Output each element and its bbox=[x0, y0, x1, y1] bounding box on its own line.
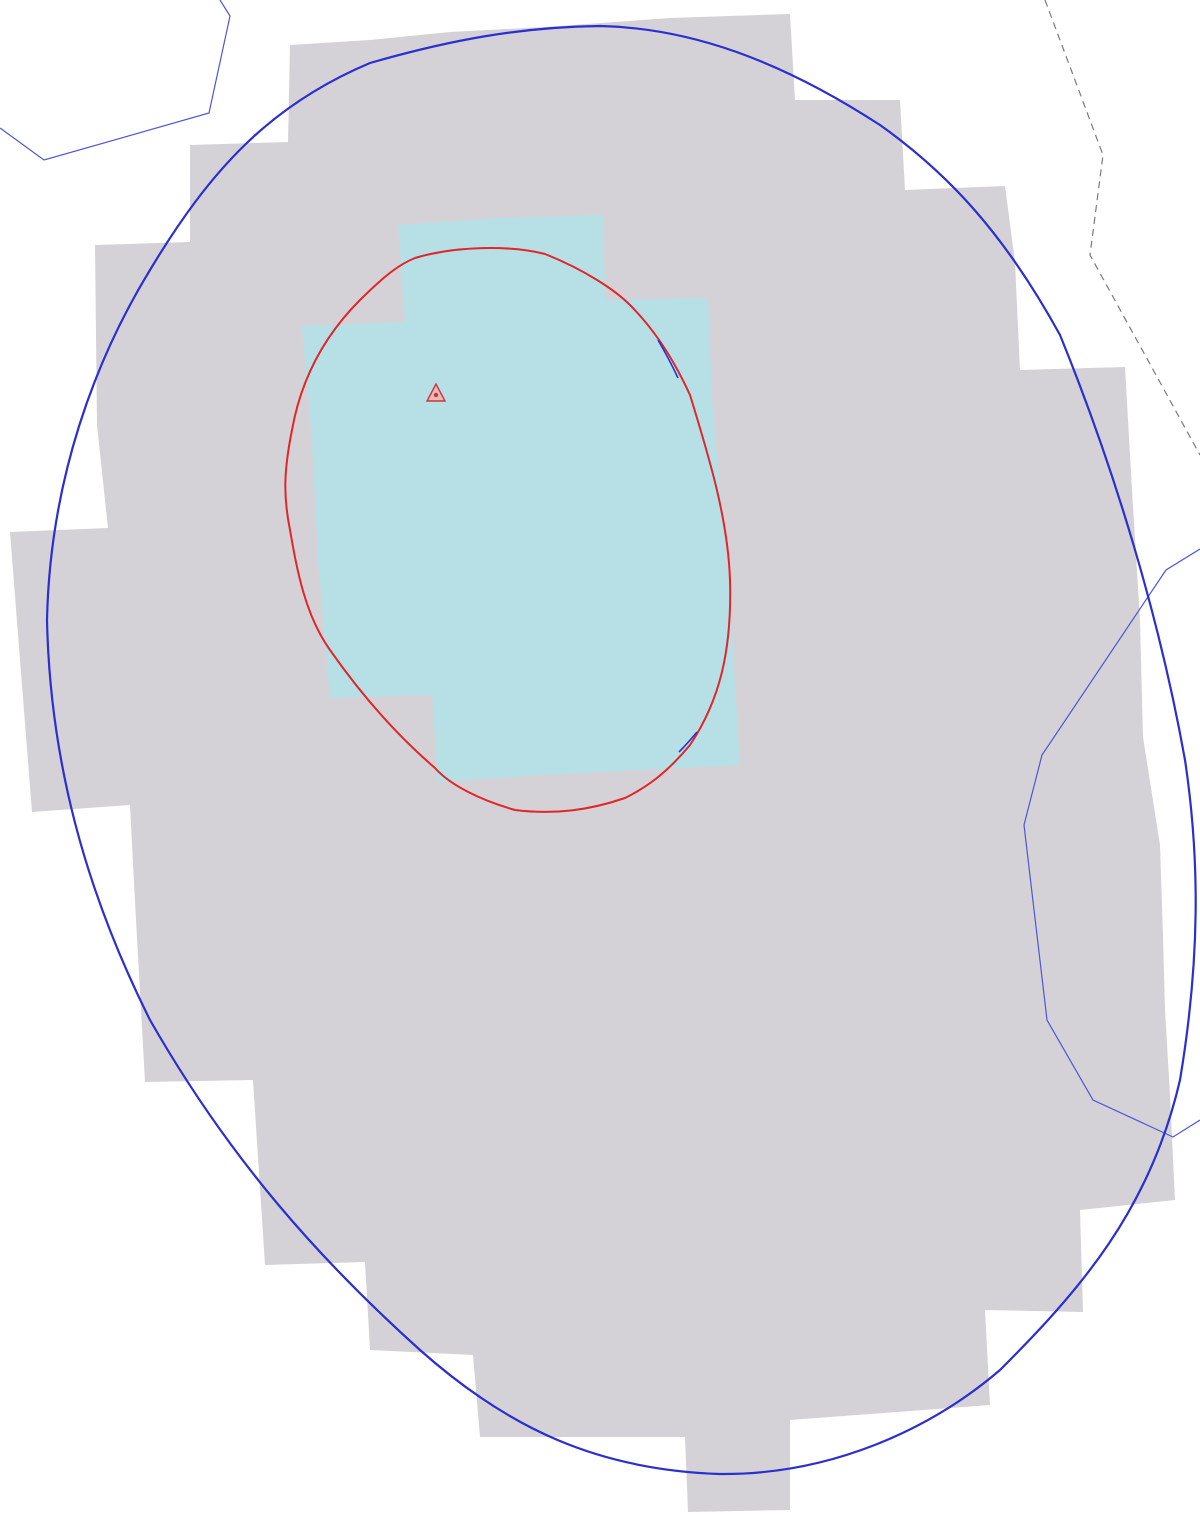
outer-contour bbox=[45, 24, 1197, 1476]
inner-contour bbox=[284, 247, 732, 813]
outer-contour-fragment bbox=[657, 339, 679, 379]
boundary-line-right bbox=[1023, 548, 1200, 1138]
outer-contour-fragment bbox=[678, 731, 698, 753]
triangle-icon[interactable] bbox=[425, 382, 447, 402]
boundary-line-top-left bbox=[0, 0, 231, 161]
inner-coverage-area bbox=[302, 215, 740, 782]
